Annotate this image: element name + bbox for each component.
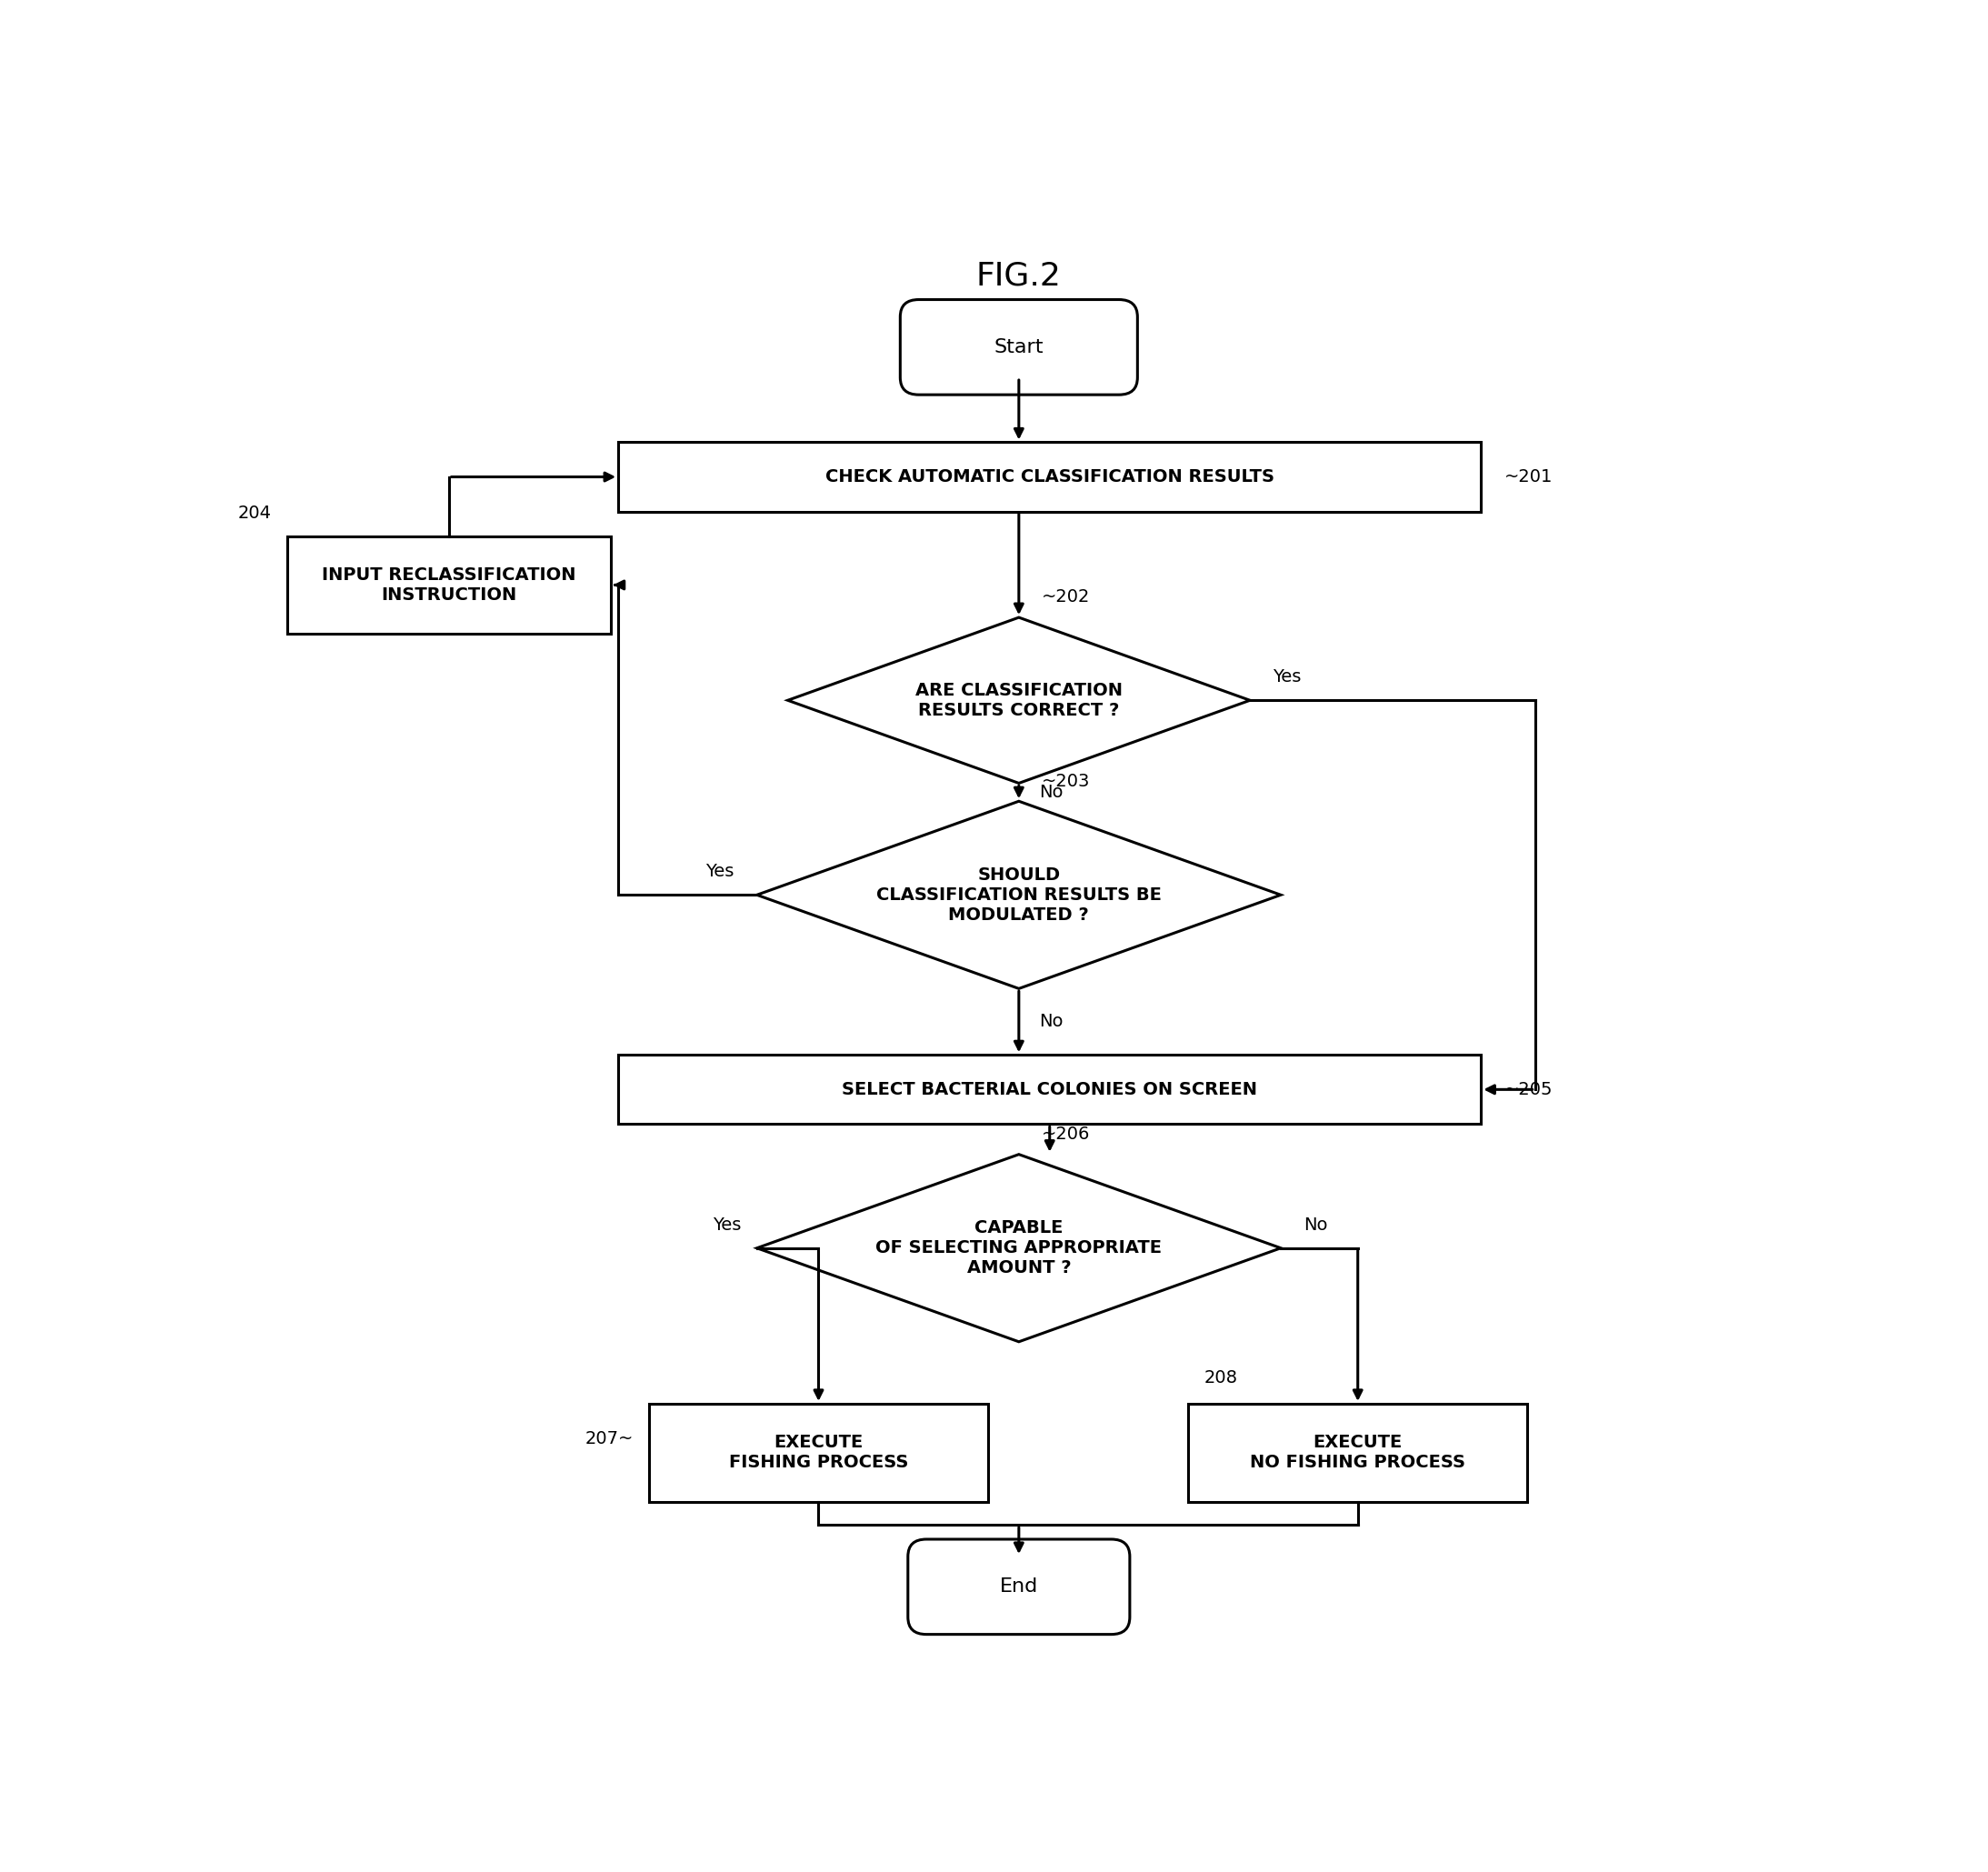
Bar [618,1056,1481,1123]
Text: No: No [1304,1217,1328,1234]
Text: Yes: Yes [714,1217,742,1234]
Text: No: No [1040,1013,1064,1030]
Bar [1189,1404,1527,1501]
Text: ~201: ~201 [1505,468,1553,485]
Text: INPUT RECLASSIFICATION
INSTRUCTION: INPUT RECLASSIFICATION INSTRUCTION [322,567,577,603]
Bar [618,442,1481,511]
Text: ~205: ~205 [1505,1080,1553,1099]
Text: 208: 208 [1203,1368,1237,1387]
FancyBboxPatch shape [909,1539,1129,1634]
Text: SHOULD
CLASSIFICATION RESULTS BE
MODULATED ?: SHOULD CLASSIFICATION RESULTS BE MODULAT… [877,867,1161,923]
FancyBboxPatch shape [901,300,1137,395]
Text: 207~: 207~ [584,1430,634,1447]
Text: 204: 204 [239,504,272,522]
Polygon shape [757,1155,1280,1342]
Text: SELECT BACTERIAL COLONIES ON SCREEN: SELECT BACTERIAL COLONIES ON SCREEN [843,1080,1256,1099]
Text: CAPABLE
OF SELECTING APPROPRIATE
AMOUNT ?: CAPABLE OF SELECTING APPROPRIATE AMOUNT … [875,1219,1163,1277]
Bar [286,535,610,635]
Text: ~202: ~202 [1042,588,1091,607]
Text: FIG.2: FIG.2 [976,260,1062,292]
Text: ~203: ~203 [1042,773,1091,790]
Text: Start: Start [994,339,1044,356]
Bar [648,1404,988,1501]
Text: ARE CLASSIFICATION
RESULTS CORRECT ?: ARE CLASSIFICATION RESULTS CORRECT ? [914,681,1123,719]
Text: EXECUTE
FISHING PROCESS: EXECUTE FISHING PROCESS [730,1434,909,1471]
Text: ~206: ~206 [1042,1125,1091,1142]
Text: Yes: Yes [706,863,734,880]
Text: Yes: Yes [1272,668,1302,685]
Text: No: No [1040,784,1064,801]
Text: EXECUTE
NO FISHING PROCESS: EXECUTE NO FISHING PROCESS [1250,1434,1465,1471]
Polygon shape [757,801,1280,988]
Text: End: End [1000,1578,1038,1597]
Polygon shape [787,618,1250,782]
Text: CHECK AUTOMATIC CLASSIFICATION RESULTS: CHECK AUTOMATIC CLASSIFICATION RESULTS [825,468,1274,485]
